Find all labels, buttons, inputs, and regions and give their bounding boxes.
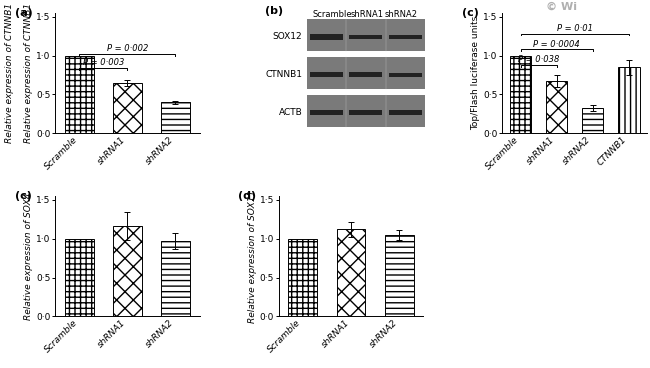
Text: © Wi: © Wi <box>546 2 577 12</box>
Bar <box>161 102 190 133</box>
Bar <box>546 81 567 133</box>
Text: SOX12: SOX12 <box>272 32 302 41</box>
Bar <box>350 35 382 39</box>
Bar <box>337 229 365 316</box>
Text: P = 0·003: P = 0·003 <box>83 58 124 67</box>
Y-axis label: Relative expression of SOX11: Relative expression of SOX11 <box>248 190 257 323</box>
Text: Scramble: Scramble <box>312 10 352 18</box>
Bar <box>310 34 343 40</box>
Bar <box>389 110 422 115</box>
Bar <box>289 239 317 316</box>
Bar <box>350 72 382 77</box>
Text: P = 0·038: P = 0·038 <box>518 55 559 64</box>
Bar <box>389 35 422 39</box>
Bar <box>65 239 94 316</box>
Text: Relative expression of CTNNB1: Relative expression of CTNNB1 <box>5 3 14 143</box>
Bar <box>310 110 343 115</box>
Text: (a): (a) <box>15 8 32 18</box>
Bar <box>113 83 142 133</box>
Y-axis label: Top/Flash luciferase units: Top/Flash luciferase units <box>471 16 480 130</box>
Bar <box>350 110 382 115</box>
Text: shRNA1: shRNA1 <box>350 10 384 18</box>
Bar <box>310 72 343 77</box>
Text: ACTB: ACTB <box>278 108 302 117</box>
Text: P = 0·0004: P = 0·0004 <box>533 40 580 49</box>
Text: (b): (b) <box>265 6 283 15</box>
Text: (c): (c) <box>15 191 32 201</box>
Y-axis label: Relative expression of SOX4: Relative expression of SOX4 <box>24 192 33 320</box>
Bar <box>510 56 531 133</box>
Bar <box>307 95 425 127</box>
Bar <box>113 226 142 316</box>
Text: P = 0·01: P = 0·01 <box>556 24 593 33</box>
Text: (c): (c) <box>462 8 479 18</box>
Y-axis label: Relative expression of CTNNB1: Relative expression of CTNNB1 <box>24 3 33 143</box>
Bar <box>307 57 425 89</box>
Bar <box>307 19 425 52</box>
Bar <box>389 73 422 77</box>
Text: shRNA2: shRNA2 <box>385 10 418 18</box>
Bar <box>618 67 640 133</box>
Bar <box>65 56 94 133</box>
Bar <box>582 108 603 133</box>
Text: (d): (d) <box>239 191 257 201</box>
Text: CTNNB1: CTNNB1 <box>265 70 302 79</box>
Text: P = 0·002: P = 0·002 <box>107 44 148 53</box>
Bar <box>161 241 190 316</box>
Bar <box>385 235 413 316</box>
